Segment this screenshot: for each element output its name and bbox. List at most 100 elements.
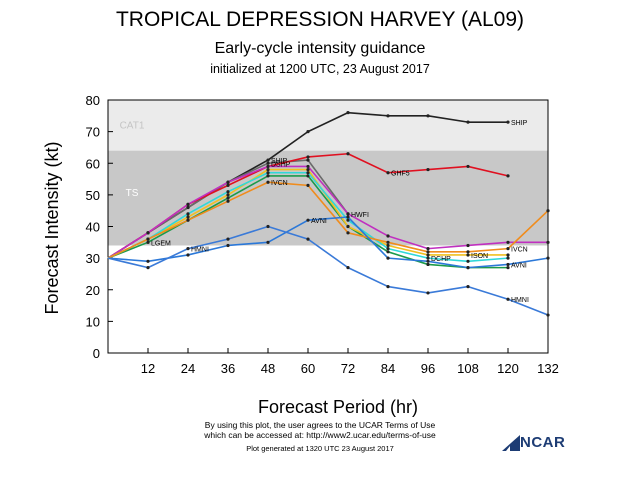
data-point-ivcn — [426, 250, 430, 254]
data-point-hmni — [306, 237, 310, 241]
data-point-dchp — [306, 171, 310, 175]
data-point-hwfi — [266, 164, 270, 169]
data-point-avni — [466, 266, 470, 270]
data-point-ison — [266, 167, 270, 172]
data-point-ghf5 — [506, 174, 510, 178]
data-point-hmni — [266, 224, 270, 229]
data-point-hwfi — [186, 202, 190, 206]
data-point-lgem — [426, 262, 430, 267]
series-labels: SHIPSHIPDSHPGHF5HWFILGEMISONDCHPIVCNIVCN… — [151, 120, 529, 304]
data-point-hwfi — [386, 234, 390, 238]
data-point-avni — [226, 243, 230, 248]
x-tick-label: 108 — [457, 361, 479, 376]
y-axis-label: Forecast Intensity (kt) — [42, 141, 62, 314]
series-label-ship-end: SHIP — [511, 120, 528, 127]
data-point-lgem — [146, 240, 150, 244]
x-tick-label: 96 — [421, 361, 435, 376]
data-point-avni — [386, 256, 390, 260]
data-point-avni — [266, 240, 270, 244]
y-tick-label: 30 — [86, 251, 100, 266]
data-point-ship — [426, 114, 430, 118]
x-tick-label: 84 — [381, 361, 395, 376]
data-point-ivcn — [186, 218, 190, 222]
band-cat1 — [108, 100, 548, 151]
series-label-hwfi: HWFI — [351, 212, 369, 219]
x-tick-label: 72 — [341, 361, 355, 376]
data-point-hmni — [386, 284, 390, 289]
data-point-ivcn — [266, 180, 270, 184]
data-point-ison — [506, 253, 510, 257]
chart-subtitle: Early-cycle intensity guidance — [214, 40, 426, 57]
data-point-ivcn — [146, 237, 150, 241]
data-point-ghf5 — [426, 167, 430, 172]
data-point-hwfi — [506, 240, 510, 244]
data-point-hmni — [546, 313, 550, 317]
x-tick-label: 132 — [537, 361, 559, 376]
series-label-hmni: HMNI — [191, 247, 209, 254]
data-point-hmni — [506, 297, 510, 301]
data-point-avni — [146, 259, 150, 263]
data-point-dchp — [346, 218, 350, 222]
data-point-ison — [386, 243, 390, 248]
data-point-hmni — [466, 284, 470, 289]
data-point-hmni — [226, 237, 230, 241]
data-point-hwfi — [346, 212, 350, 216]
data-point-avni — [186, 253, 190, 257]
data-point-avni — [426, 259, 430, 263]
data-point-hwfi — [546, 240, 550, 244]
terms-url-notice: which can be accessed at: http://www2.uc… — [204, 430, 436, 440]
y-tick-label: 10 — [86, 314, 100, 329]
data-point-ivcn — [386, 240, 390, 244]
data-point-dshp — [186, 205, 190, 210]
x-tick-label: 12 — [141, 361, 155, 376]
data-point-hmni — [146, 266, 150, 270]
data-point-hwfi — [226, 180, 230, 184]
data-point-ship — [466, 120, 470, 124]
series-line-hmni — [107, 225, 549, 316]
data-point-hwfi — [426, 247, 430, 251]
series-label-avni-end: AVNI — [511, 262, 527, 269]
data-point-ship — [346, 111, 350, 115]
data-point-avni — [546, 256, 550, 260]
data-point-dshp — [266, 161, 270, 165]
y-tick-label: 70 — [86, 125, 100, 140]
y-tick-label: 50 — [86, 188, 100, 203]
data-point-dchp — [266, 171, 270, 175]
data-point-ison — [226, 193, 230, 197]
data-point-ison — [466, 253, 470, 257]
data-point-dchp — [186, 212, 190, 216]
data-point-ghf5 — [346, 152, 350, 156]
series-label-lgem: LGEM — [151, 240, 171, 247]
series-label-ivcn: IVCN — [271, 180, 288, 187]
series-label-dshp: DSHP — [271, 161, 291, 168]
data-point-ivcn — [466, 250, 470, 254]
data-point-lgem — [266, 174, 270, 178]
chart-title: TROPICAL DEPRESSION HARVEY (AL09) — [115, 8, 525, 31]
data-point-ship — [506, 120, 510, 124]
y-tick-label: 0 — [93, 346, 100, 361]
data-point-dchp — [226, 190, 230, 194]
data-point-ivcn — [226, 199, 230, 203]
data-point-ison — [426, 253, 430, 257]
series-label-dchp: DCHP — [431, 256, 451, 263]
data-point-avni — [306, 218, 310, 222]
data-point-dchp — [386, 247, 390, 251]
data-point-ghf5 — [306, 155, 310, 159]
series-lines — [107, 111, 550, 317]
terms-notice: By using this plot, the user agrees to t… — [204, 420, 436, 430]
data-point-hwfi — [146, 231, 150, 235]
data-point-hwfi — [466, 243, 470, 248]
series-line-ivcn — [107, 181, 549, 259]
series-line-avni — [107, 216, 549, 269]
axes: 12 24 36 48 60 72 84 96 108 120 132 0 10 20 30 40 50 60 70… — [86, 93, 559, 376]
data-point-ship — [266, 158, 270, 162]
data-point-dchp — [466, 259, 470, 263]
series-line-hwfi — [107, 165, 548, 259]
data-point-hmni — [346, 266, 350, 270]
data-point-ship — [306, 130, 310, 134]
y-tick-label: 20 — [86, 283, 100, 298]
ncar-logo: NCAR — [502, 434, 565, 451]
data-point-ivcn — [306, 183, 310, 187]
series-label-hmni-end: HMNI — [511, 297, 529, 304]
data-point-ison — [346, 224, 350, 229]
